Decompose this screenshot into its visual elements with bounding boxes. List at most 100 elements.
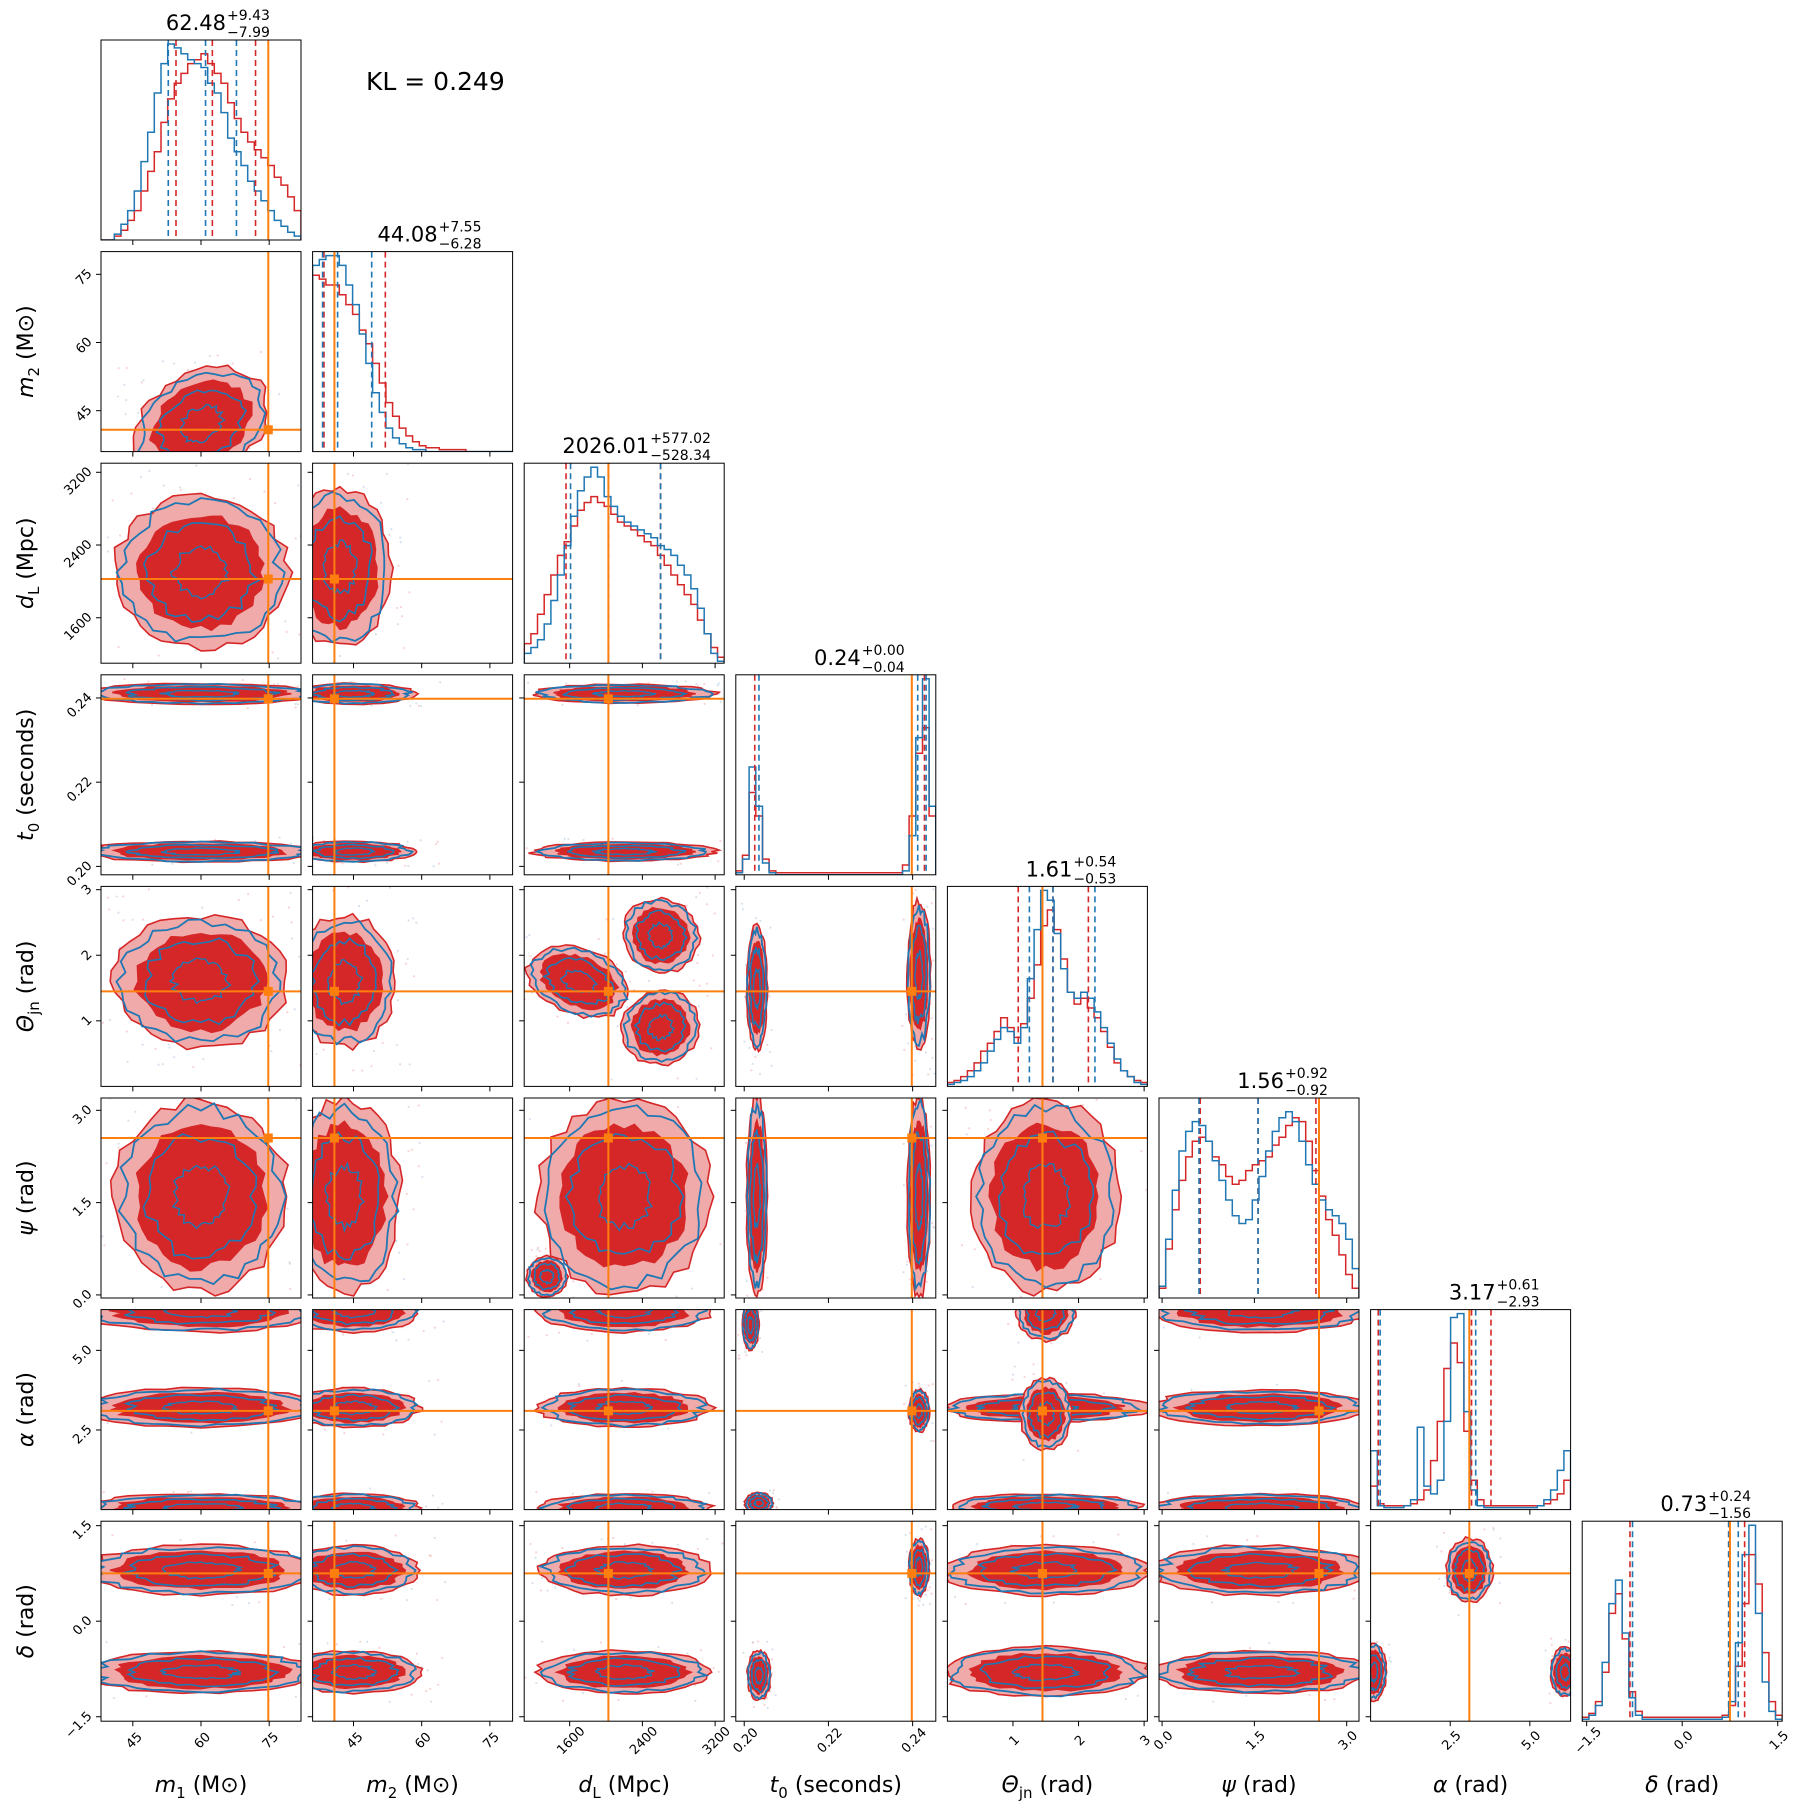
- scatter-point: [697, 1005, 700, 1008]
- scatter-point: [1008, 1294, 1010, 1296]
- scatter-point: [320, 1301, 322, 1303]
- scatter-point: [1166, 1305, 1168, 1307]
- scatter-point: [581, 1691, 585, 1695]
- scatter-point: [309, 646, 311, 648]
- panel-theta-m1: 1 2 3: [79, 882, 302, 1092]
- scatter-point: [968, 1127, 971, 1130]
- scatter-point: [706, 886, 709, 889]
- scatter-point: [398, 1063, 402, 1066]
- scatter-point: [611, 837, 614, 840]
- scatter-point: [1308, 1694, 1311, 1697]
- panel-frame: [735, 885, 937, 1087]
- scatter-point: [402, 1277, 406, 1281]
- scatter-point: [141, 918, 145, 921]
- scatter-point: [287, 906, 291, 909]
- scatter-point: [615, 1527, 617, 1529]
- scatter-point: [441, 1656, 444, 1660]
- scatter-point: [1408, 1421, 1410, 1423]
- scatter-point: [635, 1073, 637, 1075]
- y-tick-label: 0.24: [64, 690, 95, 721]
- scatter-point: [590, 1332, 593, 1335]
- axis-labels: m1 (M⊙) m2 (M⊙) dL (Mpc) t0 (seconds) Θjn (r…: [14, 305, 1719, 1802]
- scatter-point: [743, 1696, 745, 1698]
- scatter-point: [716, 684, 719, 687]
- scatter-point: [399, 541, 402, 544]
- scatter-point: [321, 705, 323, 707]
- scatter-point: [357, 1524, 359, 1526]
- scatter-point: [930, 1439, 933, 1443]
- panel-content: [303, 886, 513, 1087]
- scatter-point: [1143, 1695, 1145, 1697]
- scatter-point: [160, 1286, 163, 1289]
- scatter-point: [1268, 1641, 1271, 1645]
- panel-content: [101, 40, 301, 240]
- scatter-point: [1442, 1531, 1446, 1535]
- contour-core-blue: [746, 1315, 754, 1336]
- scatter-point: [306, 1558, 308, 1560]
- contour-outer-blue: [137, 371, 267, 452]
- scatter-point: [202, 1057, 205, 1061]
- scatter-point: [1179, 1527, 1181, 1529]
- scatter-point: [1065, 1381, 1068, 1384]
- scatter-point: [198, 1300, 200, 1302]
- scatter-point: [1443, 1584, 1446, 1587]
- contour-core-blue: [594, 1309, 655, 1319]
- y-tick-label: 0.22: [64, 774, 95, 805]
- x-tick-label: 5.0: [1519, 1728, 1544, 1753]
- scatter-point: [1376, 1640, 1379, 1643]
- scatter-point: [917, 871, 919, 873]
- scatter-point: [1401, 1650, 1403, 1652]
- panel-content: [1143, 1521, 1403, 1722]
- scatter-point: [1116, 1524, 1118, 1526]
- panel-frame: [1158, 1097, 1360, 1299]
- scatter-point: [1577, 1698, 1579, 1700]
- scatter-point: [679, 862, 682, 865]
- scatter-point: [690, 1516, 692, 1518]
- y-axis-label-theta: Θjn (rad): [14, 941, 43, 1033]
- scatter-point: [130, 492, 133, 495]
- contour-outer-blue: [101, 1493, 301, 1510]
- scatter-point: [285, 630, 288, 634]
- scatter-point: [768, 995, 771, 998]
- contour-outer-blue: [747, 1651, 772, 1700]
- contour-core-blue: [159, 1664, 242, 1680]
- param-title-psi: 1.56: [1237, 1069, 1284, 1093]
- scatter-point: [303, 888, 305, 890]
- scatter-point: [577, 1382, 580, 1386]
- y-tick-label: 0.20: [64, 859, 95, 890]
- scatter-point: [409, 1094, 411, 1096]
- scatter-point: [345, 1539, 348, 1542]
- contour-outer-blue: [1018, 1309, 1076, 1341]
- scatter-point: [276, 682, 279, 686]
- scatter-point: [751, 1062, 754, 1066]
- scatter-point: [237, 899, 240, 902]
- scatter-point: [431, 1494, 435, 1497]
- scatter-point: [310, 891, 312, 893]
- param-title-minus: −6.28: [439, 237, 482, 253]
- scatter-point: [1095, 1098, 1098, 1101]
- contour-core-blue: [1009, 1560, 1080, 1580]
- scatter-point: [572, 1280, 575, 1283]
- panel-t0-t0: 0.24 +0.00−0.04: [735, 643, 937, 880]
- scatter-point: [768, 1050, 771, 1053]
- scatter-point: [1388, 1656, 1391, 1659]
- scatter-point: [1414, 1526, 1416, 1528]
- scatter-point: [597, 937, 600, 940]
- scatter-point: [1375, 1283, 1377, 1285]
- scatter-point: [407, 1105, 410, 1108]
- panel-frame: [1370, 1309, 1572, 1511]
- scatter-point: [397, 564, 400, 567]
- scatter-point: [989, 1070, 991, 1072]
- param-title-delta: 0.73: [1660, 1492, 1707, 1516]
- scatter-point: [748, 1046, 751, 1049]
- scatter-point: [61, 836, 63, 838]
- scatter-point: [737, 1553, 739, 1555]
- contour-outer-blue: [312, 1545, 417, 1596]
- contour-core-blue: [1012, 1501, 1080, 1510]
- scatter-point: [1198, 1336, 1201, 1339]
- contour-outer-blue: [101, 1546, 301, 1596]
- scatter-point: [605, 918, 608, 921]
- x-tick-label: 1.5: [1244, 1728, 1269, 1753]
- scatter-point: [1019, 1295, 1023, 1298]
- scatter-point: [592, 1525, 594, 1527]
